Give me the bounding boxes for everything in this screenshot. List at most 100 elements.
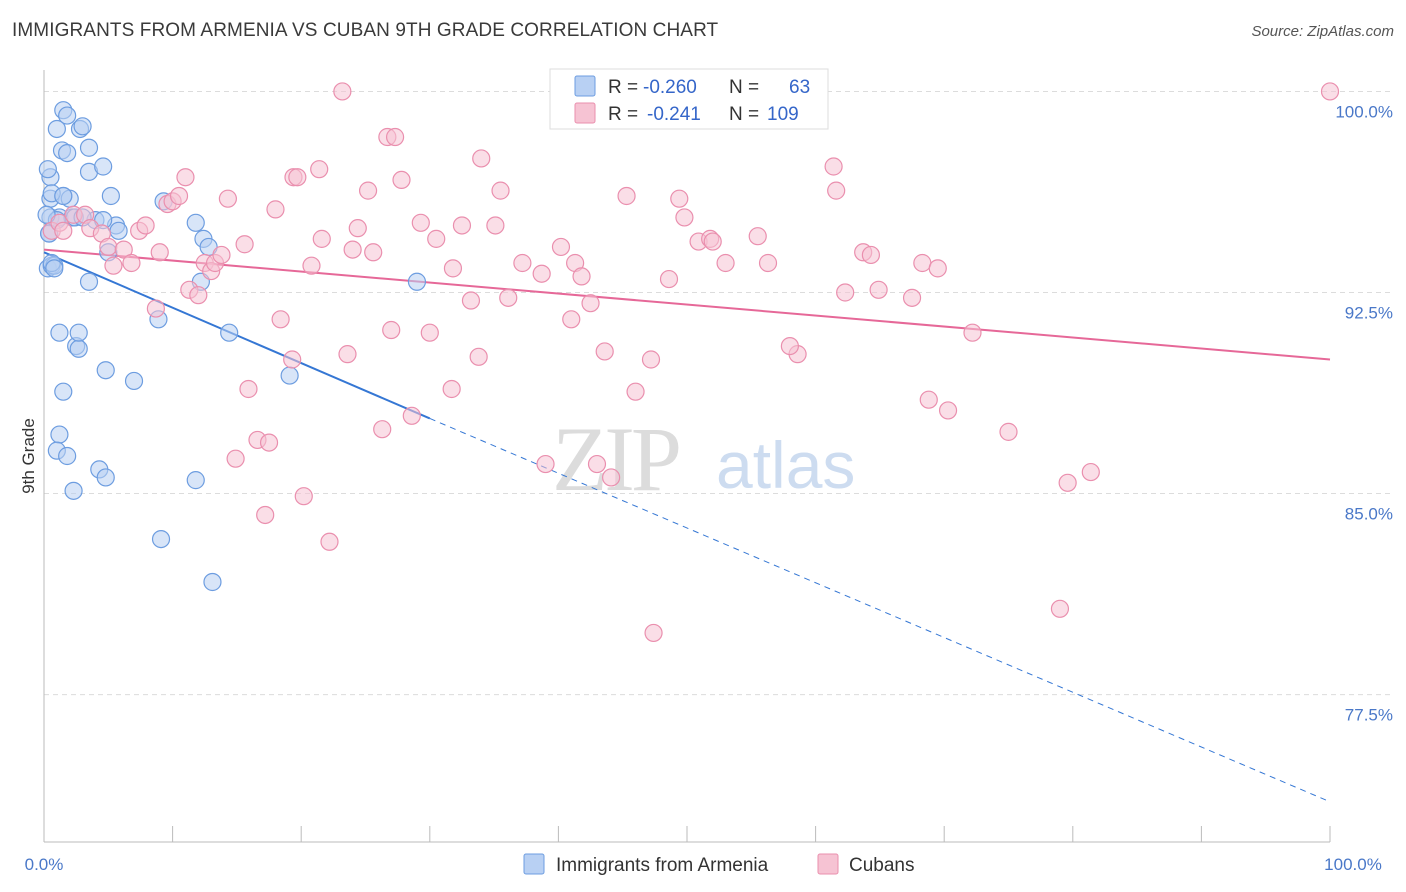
bottom-legend-swatch-armenia	[523, 853, 545, 875]
cubans-point	[333, 82, 352, 101]
armenia-point	[186, 213, 205, 232]
x-tick-label-min: 0.0%	[25, 855, 64, 874]
cubans-point	[411, 213, 430, 232]
legend-n-value-1: 63	[789, 77, 810, 98]
armenia-point	[220, 323, 239, 342]
x-tick-label-max: 100.0%	[1324, 855, 1382, 874]
cubans-point	[469, 347, 488, 366]
cubans-point	[902, 288, 922, 307]
cubans-point	[283, 350, 302, 369]
source-label: Source: ZipAtlas.com	[1251, 23, 1394, 40]
cubans-trend-line	[43, 248, 1331, 361]
armenia-point	[124, 371, 144, 391]
cubans-point	[271, 310, 290, 329]
watermark-atlas: atlas	[716, 428, 855, 502]
cubans-point	[780, 336, 799, 356]
cubans-point	[499, 288, 518, 307]
armenia-point	[58, 143, 77, 163]
armenia-point	[47, 119, 66, 139]
armenia-point	[96, 468, 115, 487]
cubans-point	[104, 256, 123, 275]
cubans-point	[532, 264, 551, 283]
cubans-point	[536, 454, 555, 474]
cubans-point	[288, 168, 307, 187]
correlation-legend: R = -0.260 N = 63 R = -0.241 N = 109	[549, 68, 829, 130]
cubans-point	[1050, 599, 1070, 618]
cubans-point	[226, 449, 245, 468]
cubans-point	[442, 379, 461, 399]
armenia-point	[38, 160, 57, 179]
bottom-legend-label-armenia: Immigrants from Armenia	[556, 855, 769, 876]
bottom-legend-swatch-cubans	[817, 853, 839, 875]
y-tick-label: 100.0%	[1335, 102, 1393, 121]
cubans-point	[827, 181, 846, 200]
x-ticks	[43, 826, 1331, 842]
armenia-point	[96, 361, 115, 380]
legend-r-label-1: R =	[608, 77, 638, 98]
cubans-point	[486, 216, 505, 235]
legend-n-value-2: 109	[767, 104, 799, 125]
chart-title: IMMIGRANTS FROM ARMENIA VS CUBAN 9TH GRA…	[12, 20, 719, 41]
cubans-point	[581, 294, 600, 313]
armenia-trend-extension	[429, 418, 1331, 803]
y-axis-title: 9th Grade	[19, 418, 38, 494]
armenia-point	[280, 366, 299, 385]
cubans-point	[266, 200, 285, 219]
cubans-point	[212, 245, 231, 265]
cubans-point	[758, 253, 778, 273]
cubans-point	[427, 229, 446, 248]
legend-n-label-1: N =	[729, 77, 759, 98]
cubans-point	[716, 253, 735, 273]
cubans-point	[626, 382, 645, 401]
cubans-point	[861, 245, 880, 265]
cubans-point	[235, 235, 254, 254]
cubans-point	[963, 323, 982, 342]
cubans-point	[461, 291, 481, 310]
series-armenia-points	[37, 101, 427, 592]
cubans-point	[312, 229, 331, 248]
cubans-point	[343, 240, 362, 259]
armenia-point	[73, 117, 92, 136]
cubans-point	[999, 422, 1018, 441]
cubans-point	[364, 243, 383, 262]
cubans-point	[919, 390, 938, 409]
legend-r-label-2: R =	[608, 104, 638, 125]
y-tick-label: 92.5%	[1345, 303, 1393, 322]
armenia-point	[203, 572, 222, 592]
cubans-point	[824, 157, 843, 176]
armenia-point	[94, 157, 113, 176]
cubans-point	[1081, 462, 1100, 482]
cubans-point	[869, 280, 888, 299]
armenia-point	[54, 382, 73, 401]
cubans-point	[169, 186, 189, 206]
armenia-point	[79, 138, 99, 157]
cubans-point	[392, 170, 411, 190]
cubans-point	[122, 253, 141, 273]
series-cubans-points	[42, 82, 1340, 643]
armenia-point	[54, 186, 73, 206]
cubans-point	[513, 253, 532, 273]
cubans-point	[551, 237, 571, 257]
cubans-point	[373, 420, 392, 439]
armenia-point	[186, 471, 205, 490]
cubans-point	[338, 345, 357, 364]
armenia-point	[50, 323, 69, 342]
legend-r-value-2: -0.241	[647, 104, 701, 125]
cubans-point	[938, 401, 958, 420]
legend-box	[549, 68, 829, 130]
armenia-point	[50, 425, 69, 444]
cubans-point	[452, 216, 472, 235]
cubans-point	[659, 269, 679, 289]
cubans-point	[294, 487, 313, 506]
armenia-point	[79, 272, 99, 291]
cubans-point	[382, 320, 401, 340]
cubans-point	[385, 127, 405, 147]
series-legend: Immigrants from Armenia Cubans	[523, 853, 915, 876]
cubans-point	[136, 216, 155, 235]
y-tick-label: 77.5%	[1345, 706, 1393, 725]
armenia-point	[69, 323, 88, 342]
cubans-point	[146, 299, 165, 318]
legend-r-value-1: -0.260	[643, 77, 697, 98]
cubans-point	[472, 149, 491, 168]
armenia-point	[58, 106, 77, 125]
